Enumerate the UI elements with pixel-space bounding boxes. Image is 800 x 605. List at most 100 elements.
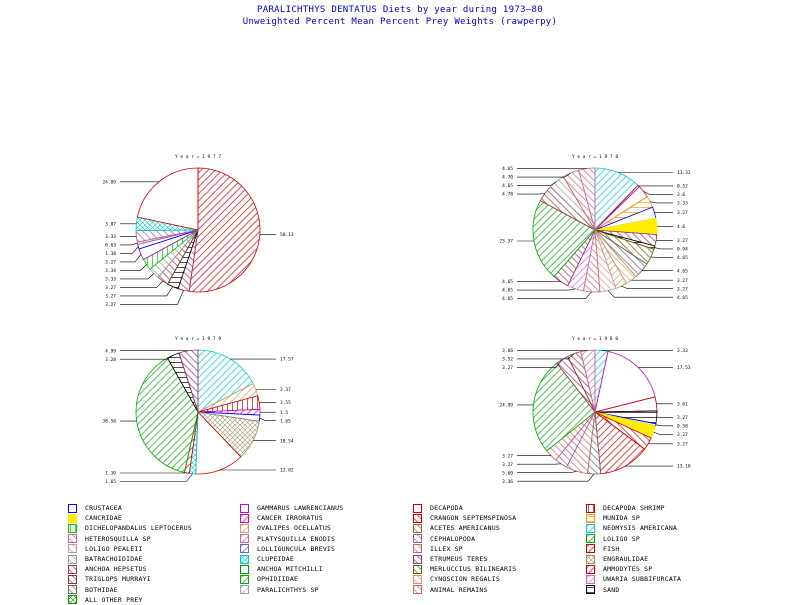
leader-line	[120, 290, 184, 304]
legend-label: CANCER IRRORATUS	[257, 514, 323, 522]
legend-item: MUNIDA SP	[586, 513, 640, 523]
legend-item: BATRACHOIDIDAE	[68, 554, 143, 564]
slice-value-label: 3.27	[677, 278, 688, 284]
legend-label: CYNOSCION REGALIS	[430, 575, 500, 583]
legend-item: CRUSTACEA	[68, 503, 122, 513]
legend-item: DECAPODA SHRIMP	[586, 503, 665, 513]
legend-swatch	[240, 544, 249, 553]
legend-label: FISH	[603, 545, 619, 553]
slice-value-label: 3.6	[677, 192, 685, 198]
legend-label: ANCHOA MITCHILLI	[257, 565, 323, 573]
leader-line	[517, 194, 545, 195]
legend-swatch	[240, 514, 249, 523]
legend-label: DECAPODA SHRIMP	[603, 504, 665, 512]
legend-swatch	[413, 575, 422, 584]
legend-item: TRIGLOPS MURRAYI	[68, 574, 151, 584]
slice-value-label: 3.27	[677, 415, 688, 421]
leader-line	[517, 289, 575, 290]
slice-value-label: 4.99	[105, 348, 116, 354]
legend-swatch	[586, 544, 595, 553]
slice-value-label: 3.33	[677, 348, 688, 354]
slice-value-label: 0.63	[105, 243, 116, 249]
leader-line	[517, 173, 571, 177]
slice-value-label: 3.55	[280, 400, 291, 406]
legend-label: CRANGON SEPTEMSPINOSA	[430, 514, 516, 522]
slice-value-label: 0.58	[677, 423, 688, 429]
legend-item: ENGRAULIDAE	[586, 554, 648, 564]
legend-swatch	[413, 514, 422, 523]
legend-swatch	[586, 555, 595, 564]
legend-swatch	[68, 585, 77, 594]
slice-value-label: 3.37	[280, 387, 291, 393]
legend-swatch	[586, 565, 595, 574]
legend-item: PARALICHTHYS SP	[240, 585, 319, 595]
legend-label: ANCHOA HEPSETUS	[85, 565, 147, 573]
legend-item: OVALIPES OCELLATUS	[240, 523, 331, 533]
leader-line	[120, 355, 173, 359]
slice-value-label: 3.66	[502, 348, 513, 354]
slice-value-label: 4.70	[502, 175, 513, 181]
leader-line	[650, 202, 673, 203]
legend-swatch	[586, 504, 595, 513]
legend-swatch	[413, 555, 422, 564]
legend-swatch	[413, 544, 422, 553]
legend-label: LOLIGO SP	[603, 535, 640, 543]
leader-line	[656, 425, 673, 426]
legend-swatch	[68, 534, 77, 543]
leader-line	[120, 247, 138, 254]
legend-label: BOTHIDAE	[85, 586, 118, 594]
slice-value-label: 1.65	[280, 418, 291, 424]
legend-label: SAND	[603, 586, 619, 594]
slice-value-label: 10.54	[280, 438, 294, 444]
legend-swatch	[240, 575, 249, 584]
slice-value-label: 3.28	[105, 357, 116, 363]
leader-line	[651, 257, 673, 258]
legend-label: LOLIGO PEALEII	[85, 545, 143, 553]
slice-value-label: 3.27	[502, 365, 513, 371]
pie-slice	[189, 168, 260, 292]
slice-value-label: 3.27	[105, 285, 116, 291]
legend-label: OVALIPES OCELLATUS	[257, 524, 331, 532]
slice-value-label: 4.65	[502, 296, 513, 302]
legend-swatch	[68, 504, 77, 513]
slice-value-label: 3.27	[105, 302, 116, 308]
slice-value-label: 0.52	[677, 184, 688, 190]
legend-item: PLATYSQUILLA ENODIS	[240, 534, 335, 544]
legend-label: BATRACHOIDIDAE	[85, 555, 143, 563]
slice-value-label: 3.33	[105, 277, 116, 283]
legend-swatch	[586, 534, 595, 543]
pie-title: Y e a r = 1 9 8 0	[572, 336, 618, 342]
slice-value-label: 12.82	[280, 468, 294, 474]
slice-value-label: 58.13	[280, 232, 294, 238]
legend-label: GAMMARUS LAWRENCIANUS	[257, 504, 343, 512]
leader-line	[654, 248, 673, 249]
legend-label: AMMODYTES SP	[603, 565, 652, 573]
legend-swatch	[240, 555, 249, 564]
slice-value-label: 4.65	[502, 166, 513, 172]
legend-item: NEOMYSIS AMERICANA	[586, 523, 677, 533]
legend-label: LOLLIGUNCULA BREVIS	[257, 545, 335, 553]
legend-item: GAMMARUS LAWRENCIANUS	[240, 503, 343, 513]
legend-item: LOLIGO SP	[586, 534, 640, 544]
legend-item: FISH	[586, 544, 619, 554]
legend-label: ACETES AMERICANUS	[430, 524, 500, 532]
slice-value-label: 3.52	[502, 357, 513, 363]
legend-item: MERLUCCIUS BILINEARIS	[413, 564, 516, 574]
legend-item: CANCRIDAE	[68, 513, 122, 523]
slice-value-label: 24.09	[102, 179, 116, 185]
slice-value-label: 1.65	[105, 479, 116, 485]
slice-value-label: 3.33	[105, 234, 116, 240]
legend-item: CANCER IRRORATUS	[240, 513, 323, 523]
legend-label: CRUSTACEA	[85, 504, 122, 512]
legend-swatch	[68, 555, 77, 564]
slice-value-label: 4.65	[502, 288, 513, 294]
leader-line	[517, 471, 577, 473]
legend-item: AMMODYTES SP	[586, 564, 652, 574]
leader-line	[621, 286, 673, 289]
legend-label: DECAPODA	[430, 504, 463, 512]
leader-line	[120, 274, 154, 279]
slice-value-label: 3.36	[502, 479, 513, 485]
legend-swatch	[240, 534, 249, 543]
pie-chart-2: Y e a r = 1 9 7 813.330.523.63.333.274.6…	[499, 154, 690, 302]
leader-line	[120, 243, 137, 245]
